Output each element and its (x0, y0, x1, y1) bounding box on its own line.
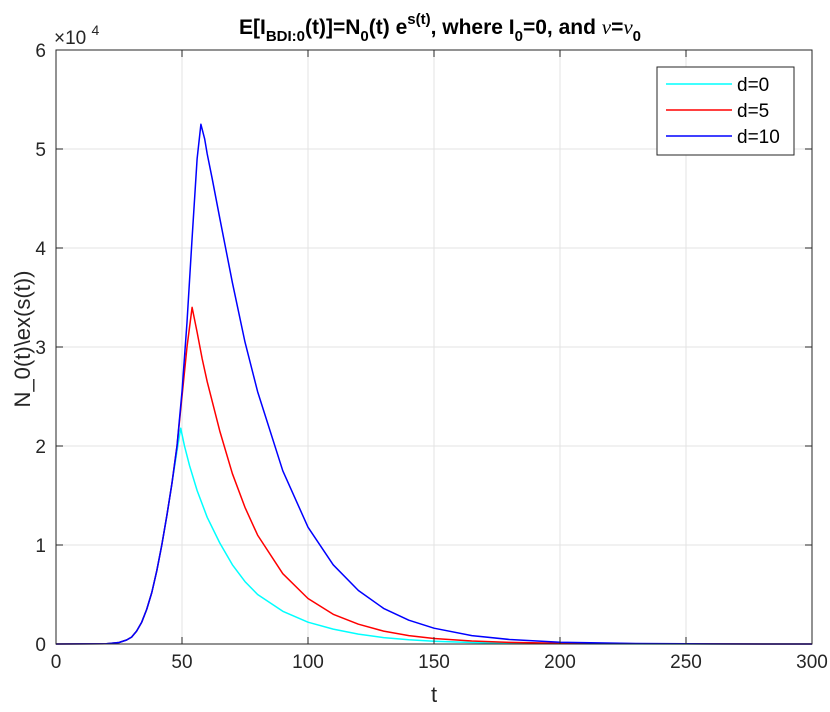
title-segment: =0, and (523, 16, 602, 39)
y-axis-exponent-base: ×10 (54, 28, 86, 49)
x-tick-label: 0 (51, 652, 62, 673)
x-tick-label: 100 (292, 652, 324, 673)
y-axis-label: N_0(t)\ex(s(t)) (10, 271, 35, 408)
x-tick-label: 50 (171, 652, 192, 673)
chart-title: E[IBDI:0(t)]=N0(t) es(t), where I0=0, an… (239, 11, 641, 45)
y-tick-label: 5 (35, 140, 46, 161)
x-tick-label: 200 (544, 652, 576, 673)
legend: d=0 d=5 d=10 (656, 66, 795, 156)
title-segment: ν (623, 15, 633, 39)
legend-label-d=5: d=5 (737, 101, 769, 122)
x-axis-label: t (431, 682, 437, 707)
y-tick-label: 1 (35, 536, 46, 557)
x-tick-label: 250 (670, 652, 702, 673)
title-segment: (t)]=N (305, 16, 360, 39)
title-segment: 0 (360, 28, 368, 45)
y-tick-label: 0 (35, 635, 46, 656)
title-segment: BDI:0 (266, 28, 305, 45)
title-segment: 0 (633, 28, 641, 45)
title-segment: (t) e (369, 16, 408, 39)
legend-label-d=10: d=10 (737, 127, 780, 148)
title-segment: s(t) (407, 11, 430, 28)
x-tick-label: 300 (796, 652, 828, 673)
x-tick-label: 150 (418, 652, 450, 673)
axis-ticks: 0 50 100 150 200 250 300 0 1 2 3 4 5 6 (35, 41, 827, 673)
legend-box (656, 66, 795, 156)
y-axis-exponent-power: 4 (92, 22, 100, 38)
y-tick-label: 6 (35, 41, 46, 62)
title-segment: , where I (431, 16, 515, 39)
y-tick-label: 2 (35, 437, 46, 458)
series-line-d=10 (55, 123, 813, 645)
title-segment: = (611, 16, 623, 39)
legend-label-d=0: d=0 (737, 75, 769, 96)
title-segment: 0 (515, 28, 523, 45)
y-axis-exponent: ×10 4 (54, 22, 100, 49)
title-segment: ν (602, 15, 612, 39)
y-tick-label: 3 (35, 338, 46, 359)
y-tick-label: 4 (35, 239, 46, 260)
title-segment: E[I (239, 16, 266, 39)
